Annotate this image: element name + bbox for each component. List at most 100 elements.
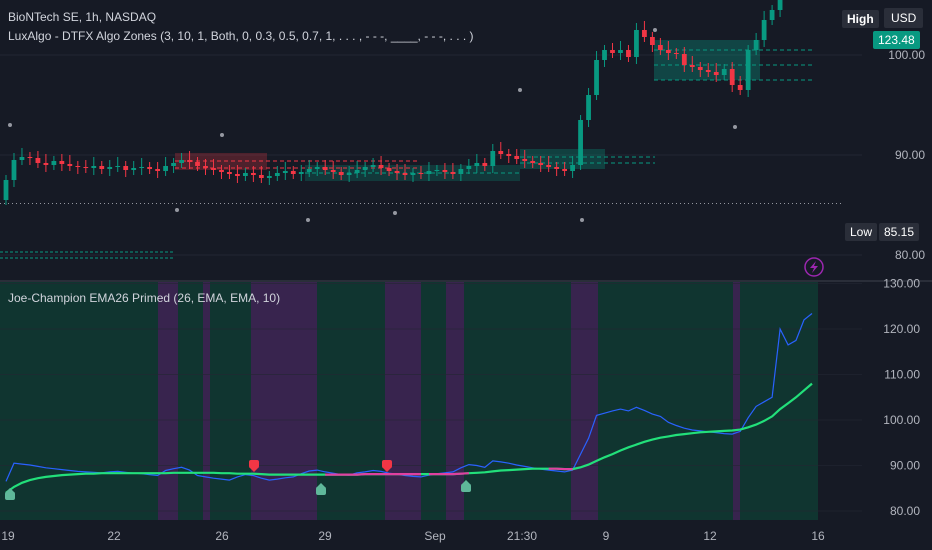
candle-body bbox=[195, 162, 200, 166]
candle-body bbox=[354, 170, 360, 173]
candle-body bbox=[402, 173, 408, 175]
y-tick-label: 90.00 bbox=[890, 459, 920, 473]
x-tick-label: 29 bbox=[318, 529, 332, 543]
candle-body bbox=[602, 50, 607, 60]
indicator-legend-ema: Joe-Champion EMA26 Primed (26, EMA, EMA,… bbox=[8, 291, 281, 305]
candle-body bbox=[737, 85, 743, 90]
candle-body bbox=[562, 169, 568, 171]
candle-body bbox=[650, 37, 655, 45]
swing-point bbox=[306, 218, 310, 222]
low-value-label: 85.15 bbox=[879, 223, 920, 241]
candle-body bbox=[362, 167, 368, 170]
candle-body bbox=[11, 160, 17, 180]
x-tick-label: 19 bbox=[1, 529, 15, 543]
candle-body bbox=[578, 120, 583, 165]
candle-body bbox=[131, 168, 137, 170]
symbol-title: BioNTech SE, 1h, NASDAQ bbox=[8, 10, 157, 24]
candle-body bbox=[258, 175, 264, 178]
candle-body bbox=[59, 161, 65, 164]
high-button[interactable]: High bbox=[842, 10, 879, 28]
candle-body bbox=[410, 173, 416, 175]
candle-body bbox=[594, 60, 599, 95]
candle-body bbox=[530, 161, 536, 163]
candle-body bbox=[203, 166, 208, 168]
swing-point bbox=[175, 208, 179, 212]
candle-body bbox=[123, 166, 129, 170]
candle-body bbox=[426, 171, 432, 174]
candle-body bbox=[506, 154, 512, 156]
candle-body bbox=[450, 172, 456, 174]
candle-body bbox=[227, 172, 232, 174]
regime-band-bear bbox=[158, 282, 178, 520]
swing-point bbox=[220, 133, 224, 137]
ema-bearish-segment bbox=[429, 472, 469, 476]
price-pane-bg bbox=[0, 0, 932, 280]
candle-body bbox=[19, 157, 25, 160]
x-tick-label: 16 bbox=[811, 529, 825, 543]
y-tick-label: 80.00 bbox=[895, 248, 925, 262]
x-tick-label: 9 bbox=[603, 529, 610, 543]
lightning-icon bbox=[804, 257, 824, 277]
regime-band-bear bbox=[446, 282, 464, 520]
candle-body bbox=[610, 50, 615, 53]
candle-body bbox=[514, 156, 520, 159]
candle-body bbox=[634, 30, 639, 57]
lightning-icon-bolt bbox=[810, 261, 818, 273]
x-tick-label: 21:30 bbox=[507, 529, 537, 543]
candle-body bbox=[657, 45, 663, 50]
candle-body bbox=[83, 167, 89, 168]
candle-body bbox=[626, 50, 631, 57]
y-tick-label: 120.00 bbox=[883, 322, 920, 336]
sell-signal-marker bbox=[382, 460, 392, 472]
candle-body bbox=[386, 168, 392, 171]
buy-signal-marker bbox=[316, 483, 326, 495]
candle-body bbox=[147, 167, 153, 169]
candle-body bbox=[179, 160, 184, 163]
candle-body bbox=[490, 151, 496, 166]
candle-body bbox=[243, 173, 248, 176]
candle-body bbox=[235, 174, 240, 176]
regime-band-bear bbox=[571, 282, 598, 520]
regime-band-bear bbox=[733, 282, 740, 520]
buy-signal-marker bbox=[5, 488, 15, 500]
candle-body bbox=[3, 180, 9, 200]
candle-body bbox=[155, 169, 161, 171]
swing-point bbox=[580, 218, 584, 222]
candle-body bbox=[330, 170, 336, 172]
swing-point bbox=[733, 125, 737, 129]
candle-body bbox=[314, 167, 320, 169]
candle-body bbox=[250, 173, 256, 175]
x-tick-label: 12 bbox=[703, 529, 717, 543]
candle-body bbox=[274, 173, 280, 176]
currency-button[interactable]: USD bbox=[884, 8, 924, 28]
candle-body bbox=[43, 163, 49, 165]
candle-body bbox=[769, 10, 775, 20]
candle-body bbox=[570, 165, 575, 171]
y-tick-label: 110.00 bbox=[884, 368, 920, 382]
swing-point bbox=[8, 123, 12, 127]
candle-body bbox=[107, 167, 113, 169]
dtfx-zone bbox=[654, 40, 760, 80]
candle-body bbox=[673, 53, 679, 54]
candle-body bbox=[306, 169, 312, 172]
low-label: Low bbox=[845, 223, 878, 241]
candle-body bbox=[777, 0, 783, 10]
candle-body bbox=[115, 166, 121, 167]
x-tick-label: Sep bbox=[424, 529, 446, 543]
candle-body bbox=[75, 166, 81, 167]
candle-body bbox=[729, 69, 735, 85]
candle-body bbox=[163, 166, 168, 171]
candle-body bbox=[761, 20, 767, 40]
indicator-legend-dtfx: LuxAlgo - DTFX Algo Zones (3, 10, 1, Bot… bbox=[8, 29, 474, 43]
regime-band-bear bbox=[251, 282, 317, 520]
y-tick-label: 130.00 bbox=[883, 277, 920, 291]
candle-body bbox=[482, 163, 488, 166]
candle-body bbox=[322, 167, 328, 170]
candle-body bbox=[697, 67, 703, 70]
candle-body bbox=[266, 176, 272, 178]
candle-body bbox=[618, 50, 623, 53]
y-tick-label: 80.00 bbox=[890, 504, 920, 518]
candle-body bbox=[753, 40, 759, 50]
x-tick-label: 26 bbox=[215, 529, 229, 543]
